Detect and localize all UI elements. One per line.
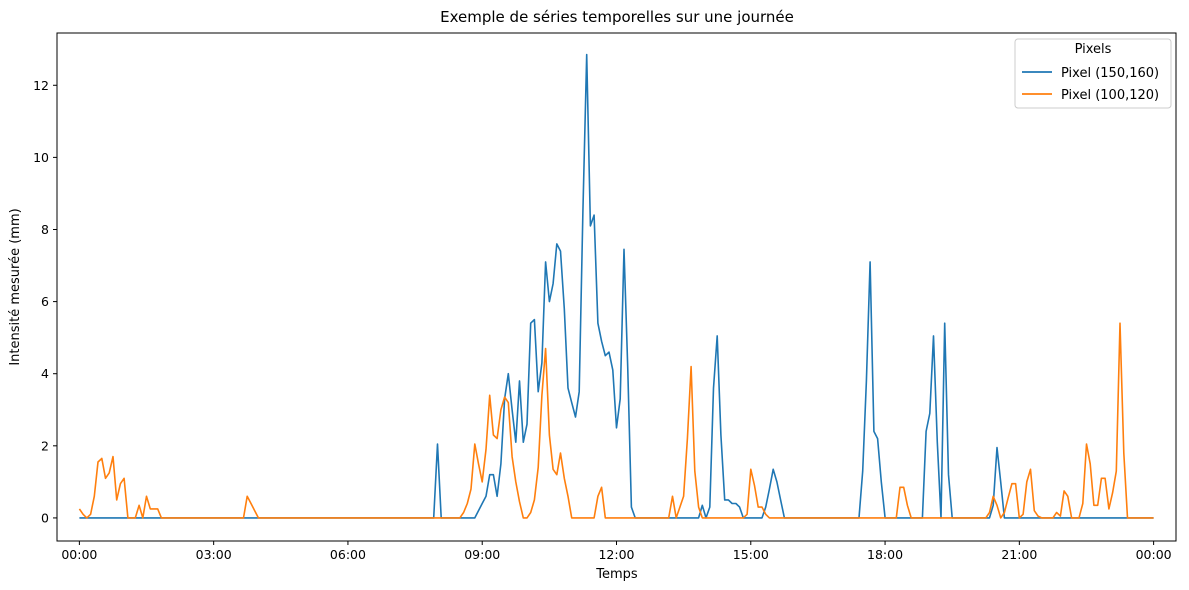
x-tick-label: 06:00 [330, 547, 366, 562]
y-tick-label: 12 [33, 78, 49, 93]
legend-title: Pixels [1075, 42, 1112, 57]
y-tick-label: 10 [33, 150, 49, 165]
x-tick-label: 09:00 [464, 547, 500, 562]
x-tick-label: 15:00 [733, 547, 769, 562]
x-tick-label: 00:00 [1136, 547, 1172, 562]
legend-entries: Pixel (150,160) Pixel (100,120) [1022, 66, 1159, 103]
x-axis-label: Temps [595, 567, 638, 582]
series-line-2 [78, 322, 1154, 519]
y-tick-label: 6 [41, 294, 49, 309]
x-tick-label: 21:00 [1001, 547, 1037, 562]
y-tick-label: 4 [41, 366, 49, 381]
x-tick-label: 00:00 [61, 547, 97, 562]
x-tick-label: 18:00 [867, 547, 903, 562]
y-tick-label: 0 [41, 510, 49, 525]
legend-box [1014, 38, 1172, 109]
legend: Pixels Pixel (150,160) Pixel (100,120) [1014, 38, 1172, 109]
y-axis-ticks: 0 2 4 6 8 10 12 [33, 78, 57, 525]
x-tick-label: 03:00 [196, 547, 232, 562]
plot-area [56, 32, 1177, 542]
plot-frame [56, 32, 1177, 542]
x-axis-ticks: 00:00 03:00 06:00 09:00 12:00 15:00 18:00 21:00… [61, 541, 1172, 562]
legend-label-1: Pixel (150,160) [1061, 66, 1159, 81]
x-tick-label: 12:00 [598, 547, 634, 562]
chart-title: Exemple de séries temporelles sur une jo… [440, 8, 794, 26]
series-layer [78, 53, 1154, 519]
y-tick-label: 8 [41, 222, 49, 237]
legend-label-2: Pixel (100,120) [1061, 88, 1159, 103]
y-axis-label: Intensité mesurée (mm) [8, 208, 23, 365]
y-tick-label: 2 [41, 438, 49, 453]
series-line-1 [79, 53, 1154, 519]
